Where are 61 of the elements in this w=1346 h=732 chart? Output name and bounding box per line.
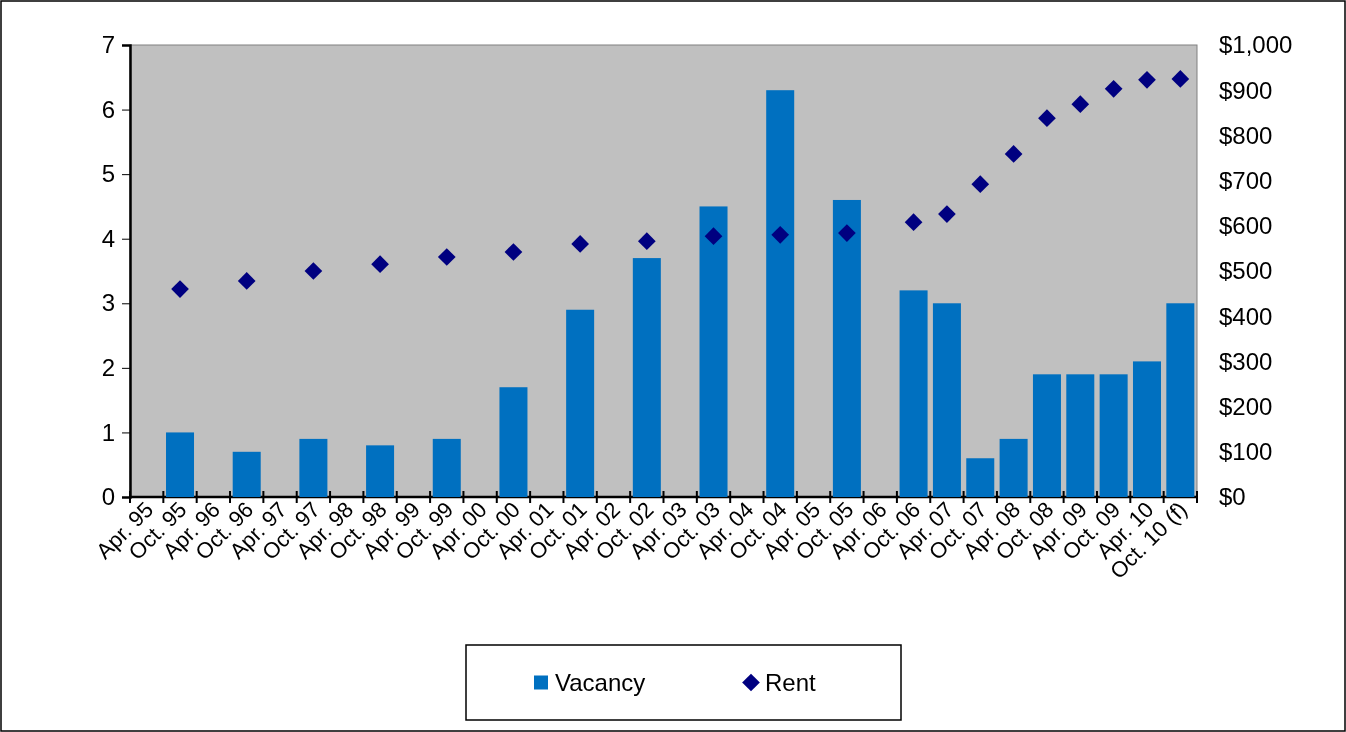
bar [832,199,861,497]
bar [966,458,995,497]
y2-tick-label: $800 [1219,121,1273,149]
bar [1032,374,1061,497]
legend-label: Vacancy [555,668,646,696]
point [938,205,956,223]
bar [1132,361,1161,497]
y2-tick-label: $0 [1219,483,1246,511]
y-tick-label: 2 [101,354,115,382]
point [1038,109,1056,128]
bar [566,309,595,497]
point [771,225,790,244]
point [1171,70,1190,88]
y-tick-label: 0 [101,483,115,511]
y-tick-label: 6 [101,95,115,123]
bar [632,258,661,497]
y-tick-label: 4 [101,224,115,252]
point [171,280,189,298]
y2-tick-label: $700 [1219,167,1273,194]
y2-tick-label: $400 [1219,302,1273,330]
y-tick-label: 7 [101,31,115,59]
bar [166,432,195,497]
point [637,232,656,251]
y-tick-label: 1 [101,418,115,446]
point [1138,70,1156,89]
bar [232,451,261,497]
y2-tick-label: $100 [1219,438,1273,466]
bar [1066,374,1095,497]
bar [1099,374,1128,497]
point [1071,95,1090,114]
point [904,213,923,232]
point [237,272,256,290]
bar [999,438,1028,497]
point [838,224,856,242]
bar [499,387,528,497]
y2-tick-label: $200 [1219,393,1273,420]
point [971,175,990,194]
point [371,255,389,274]
y-tick-label: 5 [101,160,115,188]
bar [932,303,961,497]
point [704,227,723,246]
point [1004,145,1023,163]
y-tick-label: 3 [101,289,115,317]
point [571,235,589,253]
bar [366,445,395,497]
y2-tick-label: $900 [1219,76,1273,104]
bar [766,90,795,497]
point [437,248,456,266]
point [1104,79,1123,98]
point [304,262,323,280]
bar [432,438,461,497]
y2-tick-label: $300 [1219,347,1273,375]
bar [299,438,328,497]
point [504,243,523,261]
y2-tick-label: $1,000 [1219,31,1293,59]
y2-tick-label: $600 [1219,212,1273,240]
bar [1166,303,1195,497]
legend-label: Rent [765,668,817,696]
bar [699,206,728,497]
y2-tick-label: $500 [1219,257,1273,285]
bar [899,290,928,497]
